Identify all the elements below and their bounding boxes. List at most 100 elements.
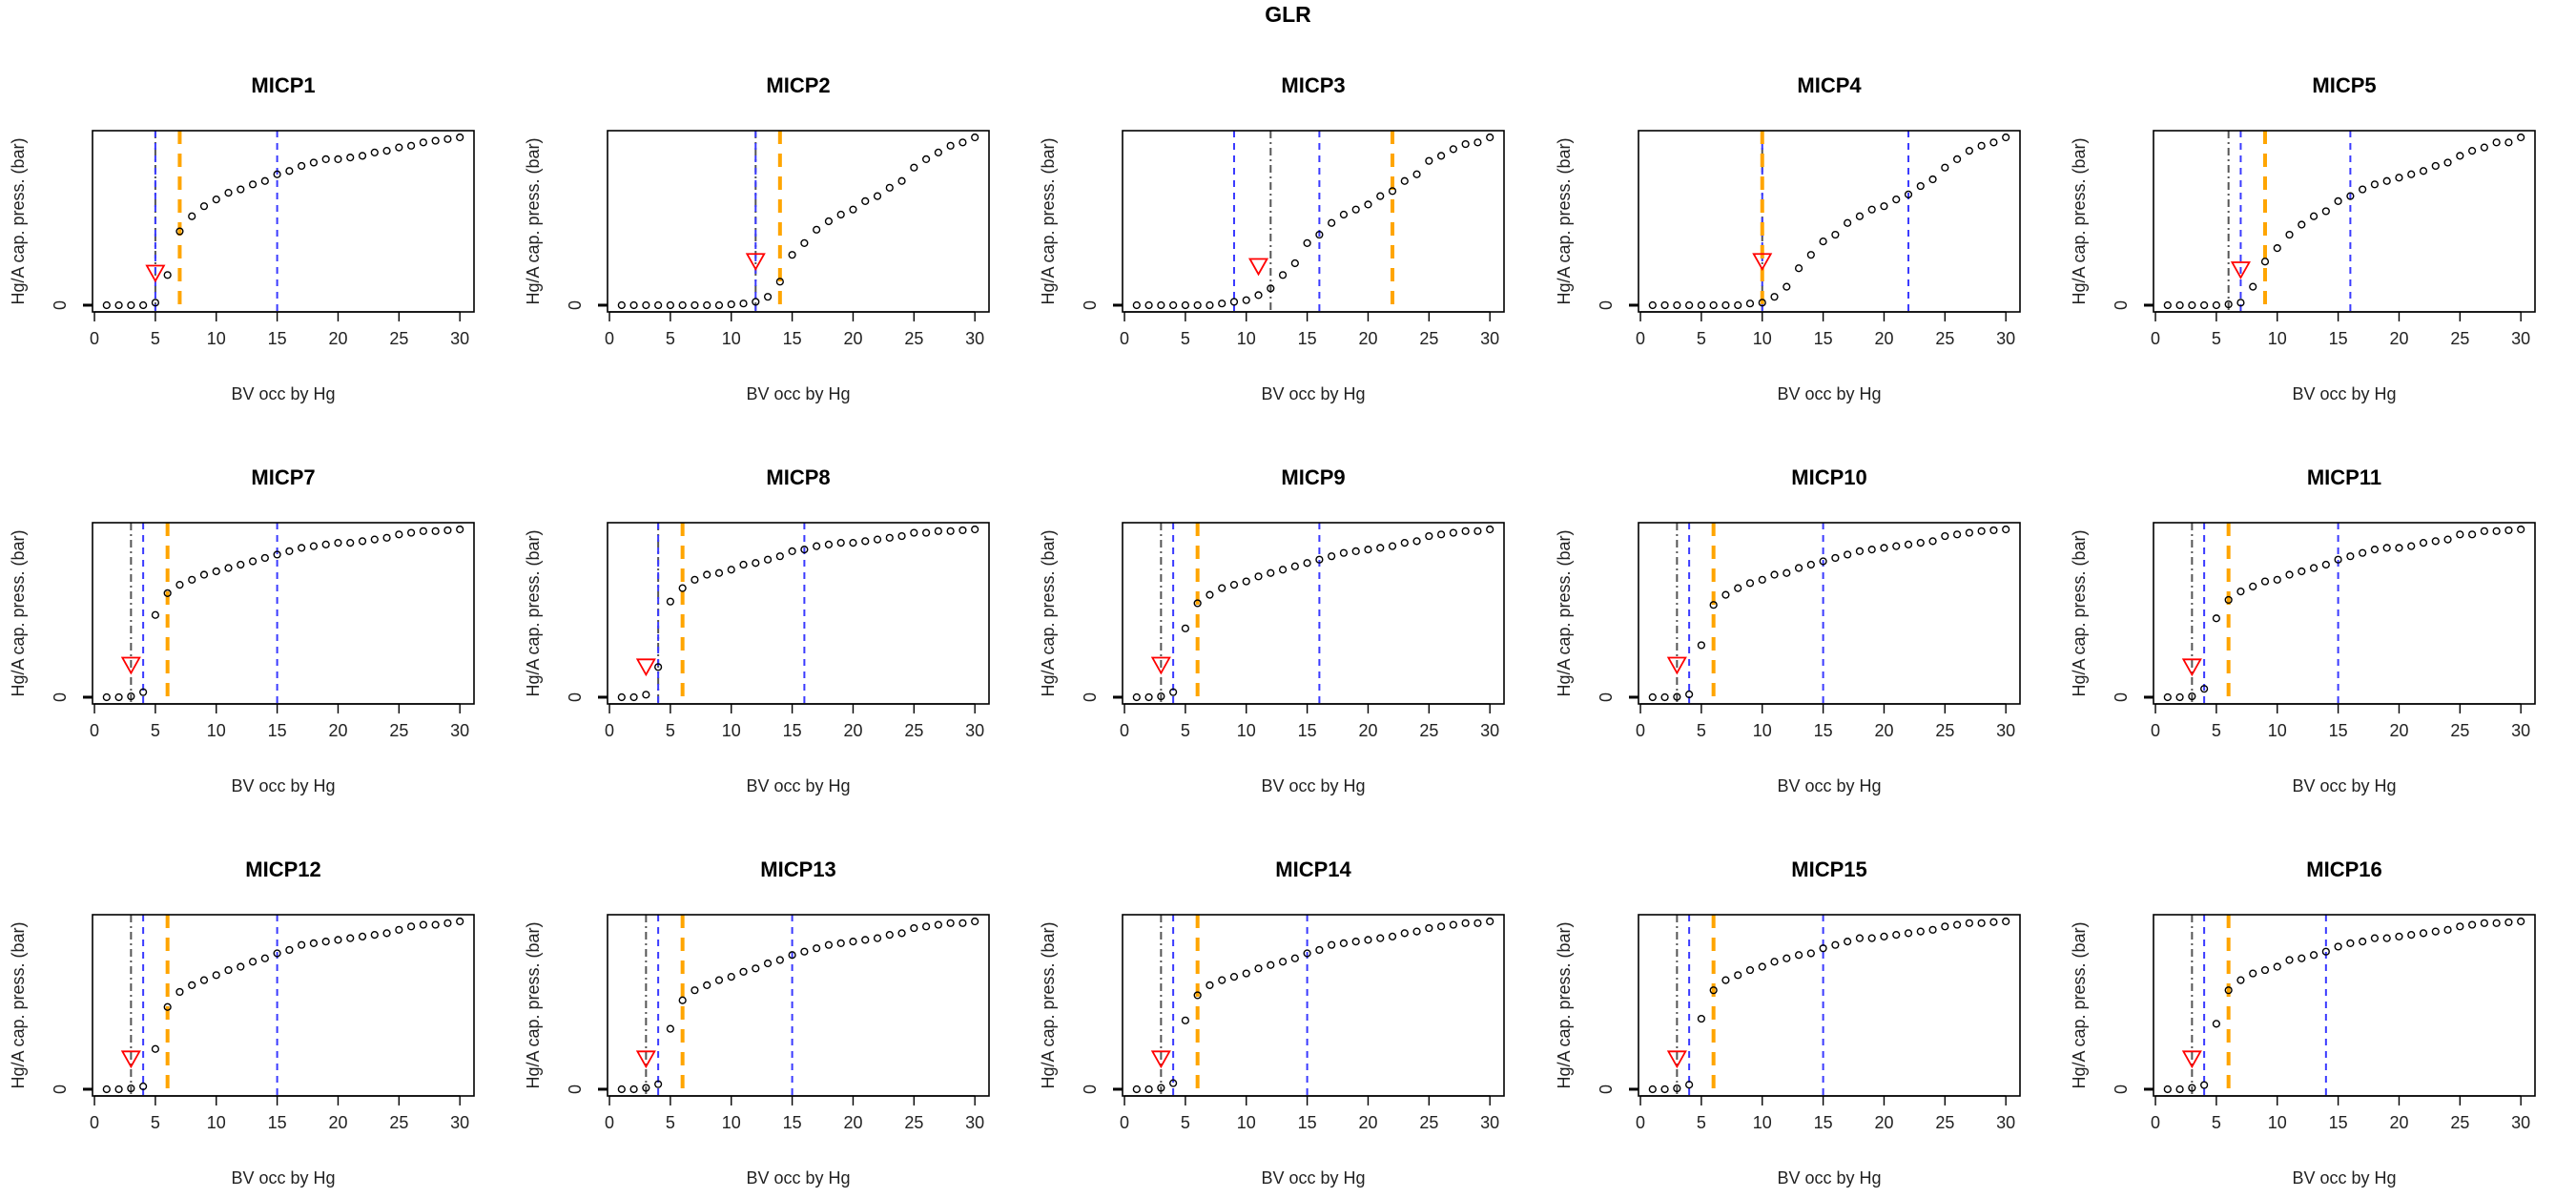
- data-point: [629, 1084, 638, 1094]
- data-point: [1673, 300, 1681, 310]
- data-point: [2236, 976, 2245, 984]
- data-point: [1648, 692, 1657, 702]
- x-tick-label: 20: [328, 329, 347, 348]
- data-point: [739, 300, 748, 308]
- x-tick-label: 15: [1298, 721, 1317, 740]
- data-point: [2260, 965, 2270, 975]
- panel-micp3: MICP3 0 5 10 15 20 25 30 0 BV occ by Hg Hg/A cap. …: [1039, 73, 1505, 403]
- y-axis-title: Hg/A cap. press. (bar): [1555, 137, 1574, 304]
- data-point: [1254, 291, 1263, 300]
- data-point: [910, 923, 918, 933]
- data-point: [1697, 300, 1706, 310]
- data-point: [1928, 175, 1937, 184]
- data-point: [419, 138, 427, 147]
- data-point: [2224, 986, 2233, 995]
- data-point: [1364, 546, 1372, 554]
- data-point: [642, 300, 650, 310]
- data-point: [309, 158, 319, 167]
- data-point: [382, 929, 391, 938]
- data-point: [813, 944, 821, 953]
- data-point: [298, 161, 306, 171]
- data-point: [1473, 919, 1482, 927]
- data-point: [727, 300, 735, 309]
- data-point: [1254, 964, 1263, 973]
- data-point: [971, 525, 979, 534]
- y-axis-title: Hg/A cap. press. (bar): [1039, 921, 1058, 1088]
- data-point: [1697, 641, 1706, 650]
- data-point: [2224, 300, 2233, 309]
- data-point: [2200, 685, 2209, 693]
- plot-box: [92, 130, 475, 313]
- panel-title: MICP1: [251, 73, 315, 97]
- data-point: [2382, 934, 2391, 942]
- data-point: [849, 539, 857, 547]
- data-point: [2370, 180, 2380, 189]
- x-tick-label: 25: [2450, 721, 2469, 740]
- data-point: [849, 205, 857, 214]
- data-point: [224, 188, 233, 197]
- data-point: [309, 939, 319, 948]
- data-point: [237, 185, 245, 194]
- data-point: [2467, 920, 2477, 929]
- x-tick-label: 30: [965, 1113, 984, 1132]
- data-point: [1278, 566, 1288, 574]
- data-point: [139, 300, 148, 310]
- data-point: [861, 537, 870, 546]
- plot-box: [2153, 130, 2536, 313]
- data-point: [921, 155, 931, 164]
- data-point: [248, 557, 258, 566]
- data-point: [370, 535, 379, 544]
- data-point: [1831, 230, 1840, 239]
- x-axis-title: BV occ by Hg: [746, 1168, 850, 1188]
- data-point: [175, 580, 184, 589]
- data-point: [1400, 176, 1409, 185]
- data-point: [2407, 542, 2416, 550]
- plot-area: [1132, 523, 1494, 704]
- y-axis-title: Hg/A cap. press. (bar): [9, 921, 28, 1088]
- data-point: [1660, 300, 1669, 310]
- data-point: [1303, 238, 1311, 247]
- data-point: [2224, 595, 2233, 605]
- figure-title: GLR: [1265, 2, 1311, 27]
- data-point: [1880, 544, 1888, 552]
- data-point: [1425, 156, 1433, 165]
- x-axis-title: BV occ by Hg: [1261, 776, 1365, 795]
- data-point: [642, 1084, 650, 1092]
- data-point: [1315, 230, 1324, 239]
- panel-title: MICP2: [766, 73, 830, 97]
- data-point: [2321, 560, 2330, 569]
- data-point: [212, 567, 220, 576]
- data-point: [873, 192, 882, 200]
- data-point: [456, 525, 464, 534]
- data-point: [1904, 929, 1913, 938]
- x-tick-label: 10: [1237, 1113, 1256, 1132]
- x-tick-label: 15: [268, 329, 287, 348]
- data-point: [2200, 1081, 2209, 1089]
- data-point: [2273, 962, 2281, 971]
- data-point: [199, 570, 209, 579]
- data-point: [1132, 1084, 1141, 1094]
- data-point: [1977, 919, 1986, 927]
- triangle-marker: [1150, 1050, 1171, 1069]
- data-point: [2370, 546, 2380, 554]
- data-point: [1303, 949, 1311, 958]
- data-point: [1218, 300, 1226, 308]
- x-tick-label: 10: [1753, 1113, 1772, 1132]
- data-point: [1157, 1084, 1165, 1092]
- x-tick-label: 30: [450, 1113, 469, 1132]
- data-point: [2443, 535, 2452, 544]
- data-point: [163, 589, 172, 597]
- triangle-marker: [745, 253, 766, 272]
- data-point: [2249, 582, 2257, 590]
- data-point: [678, 584, 687, 592]
- plot-box: [607, 130, 990, 313]
- x-tick-label: 10: [1237, 721, 1256, 740]
- data-point: [321, 938, 330, 946]
- data-point: [690, 300, 699, 310]
- data-point: [2285, 570, 2294, 579]
- x-axis-title: BV occ by Hg: [2292, 384, 2396, 403]
- plot-box: [1122, 914, 1505, 1097]
- data-point: [1660, 1084, 1669, 1094]
- panel-title: MICP12: [245, 857, 320, 881]
- x-tick-label: 10: [2268, 721, 2287, 740]
